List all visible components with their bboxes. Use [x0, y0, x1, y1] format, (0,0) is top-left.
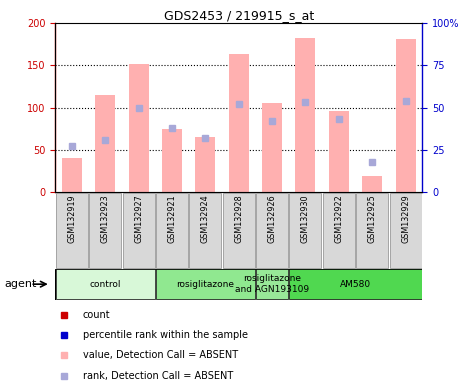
FancyBboxPatch shape [123, 193, 155, 268]
Text: GSM132922: GSM132922 [334, 194, 343, 243]
FancyBboxPatch shape [256, 193, 288, 268]
Bar [296, 38, 315, 192]
FancyBboxPatch shape [156, 193, 188, 268]
Bar [329, 111, 349, 192]
Text: GSM132929: GSM132929 [401, 194, 410, 243]
Bar [195, 137, 215, 192]
Bar [396, 39, 415, 192]
Text: rosiglitazone: rosiglitazone [176, 280, 234, 289]
FancyBboxPatch shape [223, 193, 255, 268]
Text: GSM132924: GSM132924 [201, 194, 210, 243]
Text: rosiglitazone
and AGN193109: rosiglitazone and AGN193109 [235, 275, 309, 294]
FancyBboxPatch shape [156, 270, 255, 299]
FancyBboxPatch shape [56, 193, 88, 268]
Text: control: control [90, 280, 121, 289]
Text: GSM132921: GSM132921 [168, 194, 176, 243]
Text: AM580: AM580 [340, 280, 371, 289]
FancyBboxPatch shape [290, 193, 321, 268]
Bar [162, 129, 182, 192]
FancyBboxPatch shape [356, 193, 388, 268]
Text: GSM132926: GSM132926 [268, 194, 277, 243]
FancyBboxPatch shape [290, 270, 422, 299]
FancyBboxPatch shape [323, 193, 355, 268]
Bar [262, 103, 282, 192]
Text: rank, Detection Call = ABSENT: rank, Detection Call = ABSENT [83, 371, 233, 381]
Text: agent: agent [5, 279, 37, 289]
Text: count: count [83, 310, 110, 320]
Title: GDS2453 / 219915_s_at: GDS2453 / 219915_s_at [163, 9, 314, 22]
Text: GSM132925: GSM132925 [368, 194, 377, 243]
Text: GSM132928: GSM132928 [234, 194, 243, 243]
Text: GSM132919: GSM132919 [67, 194, 76, 243]
Bar [62, 158, 82, 192]
Text: percentile rank within the sample: percentile rank within the sample [83, 330, 247, 340]
FancyBboxPatch shape [256, 270, 288, 299]
FancyBboxPatch shape [89, 193, 121, 268]
FancyBboxPatch shape [56, 270, 155, 299]
FancyBboxPatch shape [189, 193, 221, 268]
Text: GSM132930: GSM132930 [301, 194, 310, 243]
FancyBboxPatch shape [390, 193, 422, 268]
Bar [95, 95, 115, 192]
Text: GSM132923: GSM132923 [101, 194, 110, 243]
Bar [129, 64, 149, 192]
Bar [229, 54, 249, 192]
Bar [362, 176, 382, 192]
Text: value, Detection Call = ABSENT: value, Detection Call = ABSENT [83, 350, 238, 360]
Text: GSM132927: GSM132927 [134, 194, 143, 243]
